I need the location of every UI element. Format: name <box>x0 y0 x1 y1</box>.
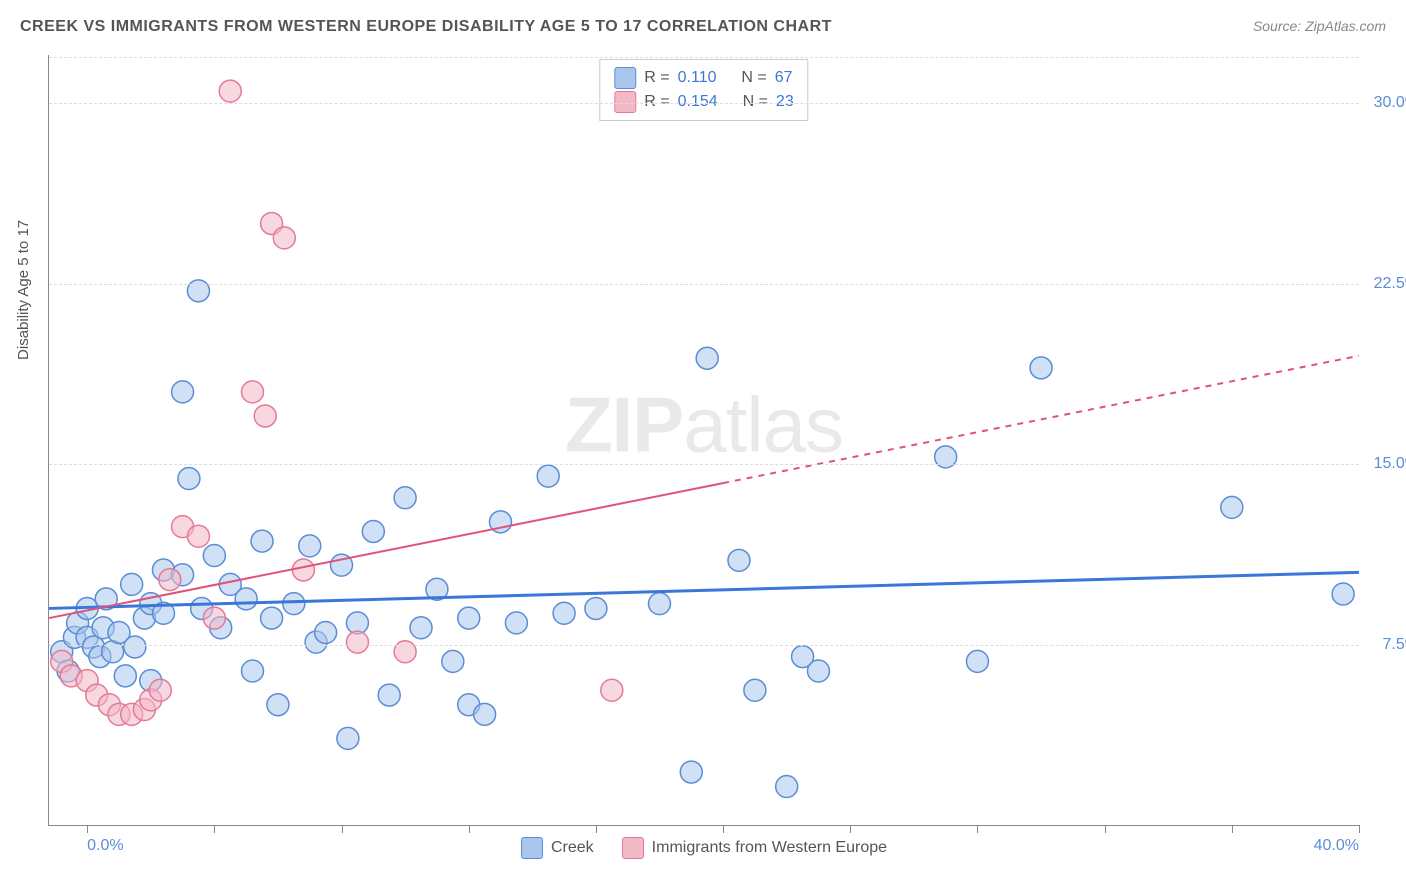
scatter-point <box>187 525 209 547</box>
xtick-mark <box>87 825 88 833</box>
scatter-point <box>292 559 314 581</box>
scatter-point <box>744 679 766 701</box>
scatter-point <box>696 347 718 369</box>
legend-item: Creek <box>521 837 594 859</box>
scatter-point <box>178 468 200 490</box>
scatter-point <box>261 607 283 629</box>
scatter-point <box>241 381 263 403</box>
gridline <box>49 284 1359 285</box>
xtick-mark <box>596 825 597 833</box>
scatter-point <box>124 636 146 658</box>
scatter-point <box>254 405 276 427</box>
scatter-point <box>553 602 575 624</box>
gridline <box>49 57 1359 58</box>
gridline <box>49 103 1359 104</box>
plot-area: ZIPatlas R = 0.110 N = 67 R = 0.154 N = … <box>48 55 1359 826</box>
scatter-point <box>219 80 241 102</box>
scatter-point <box>807 660 829 682</box>
scatter-point <box>172 381 194 403</box>
gridline <box>49 645 1359 646</box>
scatter-point <box>273 227 295 249</box>
scatter-point <box>267 694 289 716</box>
scatter-point <box>299 535 321 557</box>
xtick-mark <box>469 825 470 833</box>
legend-swatch-pink <box>622 837 644 859</box>
scatter-point <box>442 650 464 672</box>
xtick-label: 0.0% <box>87 837 123 855</box>
xtick-mark <box>342 825 343 833</box>
scatter-point <box>114 665 136 687</box>
ytick-label: 22.5% <box>1374 275 1406 293</box>
xtick-mark <box>1105 825 1106 833</box>
legend-swatch-blue <box>521 837 543 859</box>
ytick-label: 15.0% <box>1374 455 1406 473</box>
scatter-point <box>315 622 337 644</box>
ytick-label: 7.5% <box>1383 636 1406 654</box>
scatter-point <box>121 573 143 595</box>
scatter-point <box>505 612 527 634</box>
scatter-point <box>728 549 750 571</box>
scatter-point <box>362 520 384 542</box>
scatter-point <box>966 650 988 672</box>
y-axis-label: Disability Age 5 to 17 <box>15 220 32 360</box>
scatter-point <box>337 727 359 749</box>
scatter-point <box>585 597 607 619</box>
scatter-point <box>251 530 273 552</box>
scatter-point <box>159 569 181 591</box>
scatter-point <box>394 487 416 509</box>
xtick-mark <box>1232 825 1233 833</box>
legend-label: Creek <box>551 839 594 857</box>
legend-item: Immigrants from Western Europe <box>622 837 887 859</box>
scatter-point <box>346 631 368 653</box>
chart-title: CREEK VS IMMIGRANTS FROM WESTERN EUROPE … <box>20 18 832 36</box>
gridline <box>49 464 1359 465</box>
plot-svg <box>49 55 1359 825</box>
scatter-point <box>283 593 305 615</box>
xtick-mark <box>723 825 724 833</box>
legend-label: Immigrants from Western Europe <box>652 839 887 857</box>
scatter-point <box>410 617 432 639</box>
scatter-point <box>203 545 225 567</box>
ytick-label: 30.0% <box>1374 94 1406 112</box>
scatter-point <box>537 465 559 487</box>
scatter-point <box>378 684 400 706</box>
scatter-point <box>776 776 798 798</box>
xtick-mark <box>214 825 215 833</box>
scatter-point <box>601 679 623 701</box>
scatter-point <box>1332 583 1354 605</box>
xtick-mark <box>850 825 851 833</box>
scatter-point <box>235 588 257 610</box>
scatter-point <box>474 703 496 725</box>
series-legend: Creek Immigrants from Western Europe <box>521 837 887 859</box>
scatter-point <box>241 660 263 682</box>
xtick-mark <box>1359 825 1360 833</box>
scatter-point <box>680 761 702 783</box>
xtick-mark <box>977 825 978 833</box>
scatter-point <box>149 679 171 701</box>
xtick-label: 40.0% <box>1314 837 1359 855</box>
scatter-point <box>1030 357 1052 379</box>
scatter-point <box>458 607 480 629</box>
scatter-point <box>203 607 225 629</box>
scatter-point <box>648 593 670 615</box>
chart-container: CREEK VS IMMIGRANTS FROM WESTERN EUROPE … <box>0 0 1406 892</box>
scatter-point <box>1221 496 1243 518</box>
source-label: Source: ZipAtlas.com <box>1253 18 1386 34</box>
